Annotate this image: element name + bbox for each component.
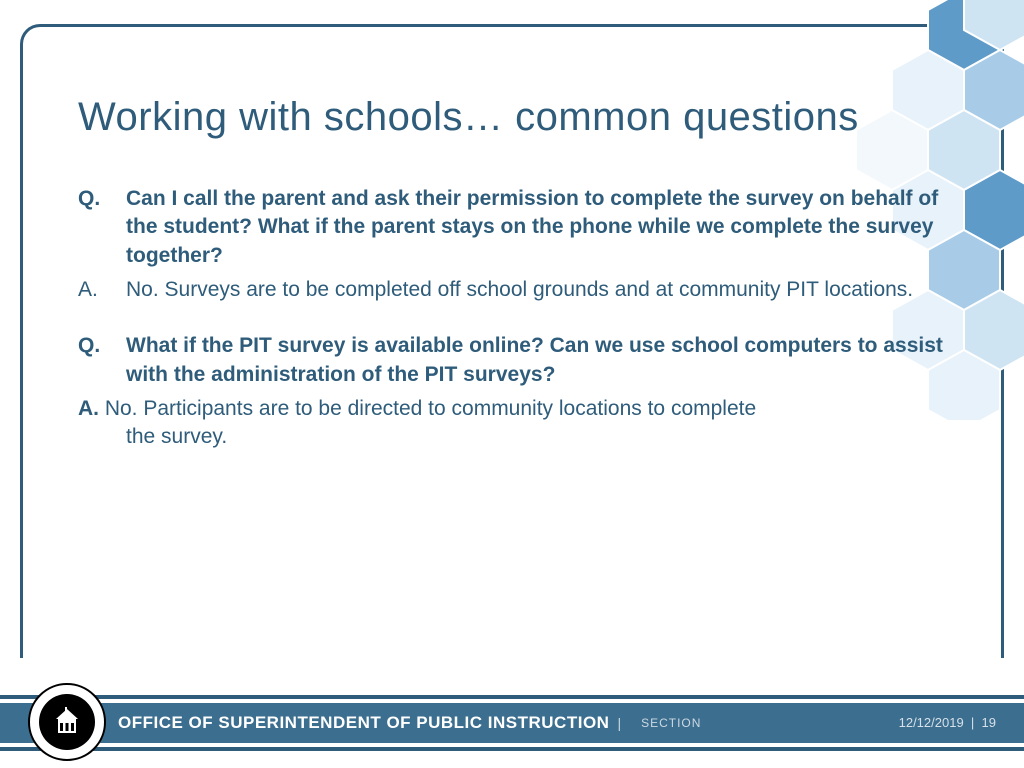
section-label: SECTION: [641, 716, 701, 730]
answer-text: A. No. Participants are to be directed t…: [78, 395, 944, 452]
footer-meta: 12/12/2019 | 19: [899, 715, 996, 730]
question-marker: Q.: [78, 332, 126, 389]
page-number: 19: [982, 715, 996, 730]
footer-band: OFFICE OF SUPERINTENDENT OF PUBLIC INSTR…: [0, 703, 1024, 743]
qa-item: Q. Can I call the parent and ask their p…: [78, 185, 944, 304]
question-text: What if the PIT survey is available onli…: [126, 332, 944, 389]
question-text: Can I call the parent and ask their perm…: [126, 185, 944, 270]
footer-stripe: [0, 747, 1024, 751]
footer-stripe: [0, 695, 1024, 699]
footer: OFFICE OF SUPERINTENDENT OF PUBLIC INSTR…: [0, 673, 1024, 768]
answer-marker: A.: [78, 397, 99, 420]
answer-marker: A.: [78, 276, 126, 304]
office-title: OFFICE OF SUPERINTENDENT OF PUBLIC INSTR…: [118, 713, 609, 733]
ospi-seal-icon: [28, 683, 106, 761]
divider: |: [617, 715, 621, 731]
slide-title: Working with schools… common questions: [78, 95, 859, 140]
divider: |: [967, 715, 981, 730]
qa-item: Q. What if the PIT survey is available o…: [78, 332, 944, 451]
footer-date: 12/12/2019: [899, 715, 964, 730]
question-marker: Q.: [78, 185, 126, 270]
answer-text: No. Surveys are to be completed off scho…: [126, 276, 944, 304]
content-area: Q. Can I call the parent and ask their p…: [78, 185, 944, 480]
